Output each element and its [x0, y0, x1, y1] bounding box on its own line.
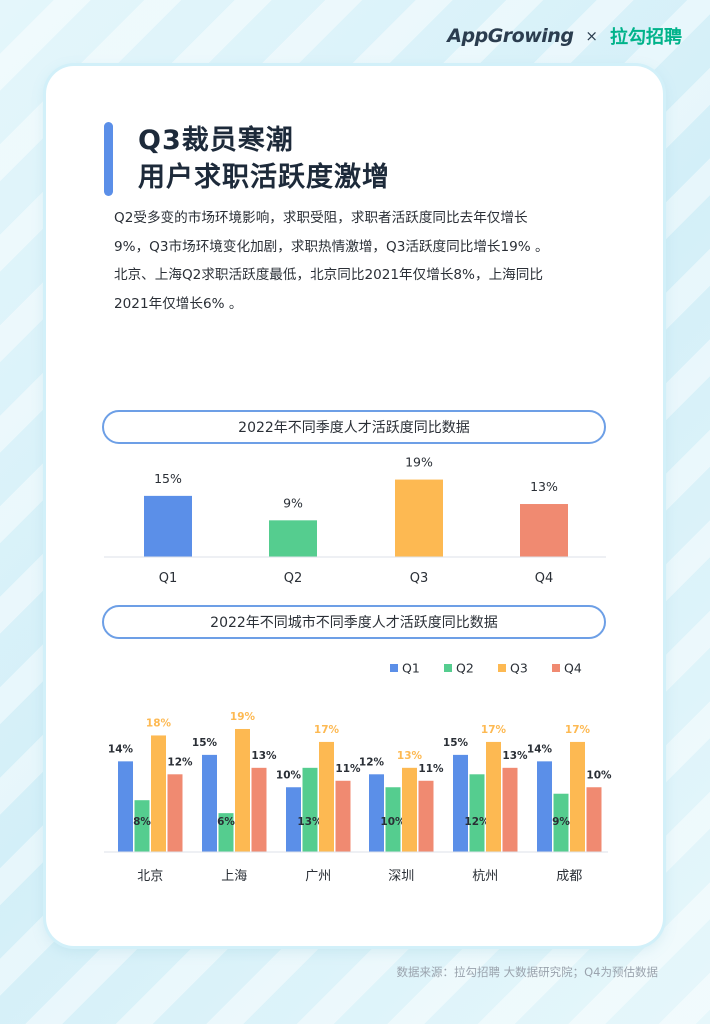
chart1-bar — [269, 520, 317, 557]
header-logos: AppGrowing × 拉勾招聘 — [447, 18, 682, 54]
chart2-value-label: 13% — [502, 750, 528, 762]
data-source-note: 数据来源：拉勾招聘 大数据研究院；Q4为预估数据 — [396, 965, 658, 979]
chart1-x-tick-label: Q4 — [535, 571, 554, 586]
title-line-2: 用户求职活跃度激增 — [138, 162, 390, 193]
chart2-x-tick-label: 杭州 — [472, 869, 498, 884]
chart1-bar — [144, 495, 192, 557]
chart1-value-label: 19% — [405, 455, 433, 470]
chart2-bar — [151, 735, 166, 852]
legend-swatch — [390, 664, 398, 672]
chart2-value-label: 13% — [251, 750, 277, 762]
chart2-value-label: 17% — [314, 724, 340, 736]
description-line: 2021年仅增长6% 。 — [114, 295, 243, 312]
chart2-value-label: 10% — [586, 769, 612, 781]
chart2-value-label: 19% — [230, 711, 256, 723]
chart2-bar — [235, 728, 250, 852]
appgrowing-logo: AppGrowing — [447, 25, 574, 47]
chart2-x-tick-label: 成都 — [556, 869, 582, 884]
chart2-value-label: 10% — [380, 816, 406, 828]
legend-swatch — [552, 664, 560, 672]
chart2-value-label: 14% — [108, 743, 134, 755]
legend-label: Q2 — [456, 661, 474, 676]
chart2-value-label: 12% — [359, 756, 385, 768]
chart2-value-label: 17% — [565, 724, 591, 736]
chart1-bar — [395, 479, 443, 557]
chart2-title: 2022年不同城市不同季度人才活跃度同比数据 — [210, 615, 498, 631]
chart1-x-tick-label: Q2 — [284, 571, 303, 586]
chart2-bar — [118, 761, 133, 852]
chart2-bar — [218, 813, 234, 852]
chart2-bar — [369, 774, 384, 852]
chart1-bar — [520, 504, 568, 557]
chart1-title: 2022年不同季度人才活跃度同比数据 — [238, 420, 470, 436]
chart1-value-label: 13% — [530, 479, 558, 494]
chart2-bar — [486, 741, 501, 852]
chart2-value-label: 17% — [481, 724, 507, 736]
chart2-value-label: 12% — [167, 756, 193, 768]
legend-swatch — [444, 664, 452, 672]
chart1-value-label: 9% — [283, 495, 303, 510]
legend-label: Q4 — [564, 661, 582, 676]
chart2-value-label: 13% — [397, 750, 423, 762]
chart2-value-label: 11% — [418, 763, 444, 775]
chart2-value-label: 15% — [443, 737, 469, 749]
chart2-bar — [251, 767, 267, 852]
charts-canvas: 15% Q1 9% Q2 19% Q3 13% Q4 Q1 Q2 Q3 Q4 14% 8% 18% 12% 北京… — [104, 455, 612, 884]
chart2-x-tick-label: 北京 — [137, 869, 163, 884]
description: Q2受多变的市场环境影响，求职受阻，求职者活跃度同比去年仅增长 9%，Q3市场环… — [114, 204, 624, 318]
chart2-x-tick-label: 深圳 — [388, 869, 414, 884]
chart2-value-label: 15% — [192, 737, 218, 749]
chart2-title-pill: 2022年不同城市不同季度人才活跃度同比数据 — [102, 605, 606, 639]
chart2-x-tick-label: 广州 — [305, 869, 331, 884]
title-line-1: Q3裁员寒潮 — [138, 125, 294, 156]
chart2-bar — [286, 787, 301, 852]
chart2-bar — [570, 741, 585, 852]
description-line: 北京、上海Q2求职活跃度最低，北京同比2021年仅增长8%，上海同比 — [114, 267, 543, 283]
chart2-bar — [453, 754, 468, 852]
chart1-value-label: 15% — [154, 471, 182, 486]
chart2-bar — [586, 787, 602, 852]
chart1-x-tick-label: Q1 — [159, 571, 178, 586]
page-title: Q3裁员寒潮 用户求职活跃度激增 — [138, 122, 390, 196]
chart2-value-label: 18% — [146, 717, 172, 729]
chart2-x-tick-label: 上海 — [221, 869, 247, 884]
chart1-x-tick-label: Q3 — [410, 571, 429, 586]
chart2-bar — [134, 800, 150, 852]
chart2-bar — [402, 767, 417, 852]
content-card: Q3裁员寒潮 用户求职活跃度激增 Q2受多变的市场环境影响，求职受阻，求职者活跃… — [46, 66, 663, 946]
chart1-title-pill: 2022年不同季度人才活跃度同比数据 — [102, 410, 606, 444]
chart2-value-label: 12% — [464, 816, 490, 828]
legend-swatch — [498, 664, 506, 672]
chart2-bar — [319, 741, 334, 852]
logo-separator: × — [585, 27, 598, 45]
legend-label: Q3 — [510, 661, 528, 676]
chart2-value-label: 13% — [297, 816, 323, 828]
chart2-value-label: 6% — [217, 816, 235, 828]
chart2-bar — [502, 767, 518, 852]
chart2-value-label: 10% — [276, 769, 302, 781]
legend-label: Q1 — [402, 661, 420, 676]
chart2-bar — [385, 787, 401, 852]
chart2-bar — [418, 780, 434, 852]
title-accent-bar — [104, 122, 113, 196]
chart2-bar — [302, 767, 318, 852]
description-line: 9%，Q3市场环境变化加剧，求职热情激增，Q3活跃度同比增长19% 。 — [114, 238, 549, 255]
chart2-value-label: 8% — [133, 816, 151, 828]
chart2-bar — [553, 793, 569, 852]
lagou-logo: 拉勾招聘 — [610, 27, 682, 48]
chart2-value-label: 9% — [552, 816, 570, 828]
chart2-bar — [335, 780, 351, 852]
chart2-value-label: 11% — [335, 763, 361, 775]
chart2-bar — [167, 774, 183, 852]
chart2-bar — [202, 754, 217, 852]
chart2-bar — [469, 774, 485, 852]
chart2-bar — [537, 761, 552, 852]
description-line: Q2受多变的市场环境影响，求职受阻，求职者活跃度同比去年仅增长 — [114, 210, 528, 226]
chart2-value-label: 14% — [527, 743, 553, 755]
